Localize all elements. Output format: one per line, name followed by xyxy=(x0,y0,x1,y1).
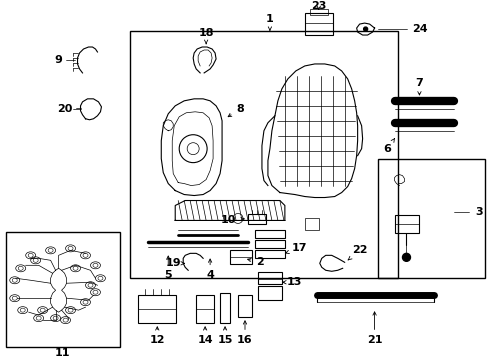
Bar xyxy=(220,293,229,323)
Text: 14: 14 xyxy=(197,327,212,345)
Text: 21: 21 xyxy=(366,312,382,345)
Bar xyxy=(238,295,251,317)
Bar xyxy=(6,233,120,347)
Bar xyxy=(229,250,251,264)
Bar xyxy=(258,272,281,284)
Text: 11: 11 xyxy=(55,348,70,358)
Bar xyxy=(254,230,285,238)
Bar xyxy=(196,295,214,323)
Bar xyxy=(138,295,176,323)
Text: 13: 13 xyxy=(282,277,302,287)
Bar xyxy=(254,240,285,248)
Text: 9: 9 xyxy=(55,55,62,65)
Text: 23: 23 xyxy=(310,1,326,11)
Text: 2: 2 xyxy=(247,257,264,267)
Text: 22: 22 xyxy=(347,246,366,260)
Bar xyxy=(304,13,332,35)
Bar xyxy=(247,215,265,224)
Text: 3: 3 xyxy=(474,207,482,217)
Text: 19: 19 xyxy=(165,258,184,268)
Text: 15: 15 xyxy=(217,327,232,345)
Text: 10: 10 xyxy=(220,215,244,225)
Text: 5: 5 xyxy=(164,256,172,280)
Bar xyxy=(254,250,285,258)
Text: 18: 18 xyxy=(198,28,213,44)
Bar xyxy=(258,286,281,300)
Text: 4: 4 xyxy=(206,259,214,280)
Bar xyxy=(130,31,397,278)
Circle shape xyxy=(363,27,367,31)
Text: 8: 8 xyxy=(228,104,244,117)
Bar xyxy=(304,219,318,230)
Text: 24: 24 xyxy=(411,24,427,34)
Circle shape xyxy=(402,253,409,261)
Text: 7: 7 xyxy=(415,78,423,95)
Text: 6: 6 xyxy=(383,139,394,154)
Text: 20: 20 xyxy=(57,104,72,114)
Text: 1: 1 xyxy=(265,14,273,30)
Bar xyxy=(309,9,327,15)
Bar xyxy=(394,216,419,233)
Text: 12: 12 xyxy=(149,327,164,345)
Text: 17: 17 xyxy=(285,243,307,253)
Bar xyxy=(377,159,484,278)
Text: 16: 16 xyxy=(237,321,252,345)
